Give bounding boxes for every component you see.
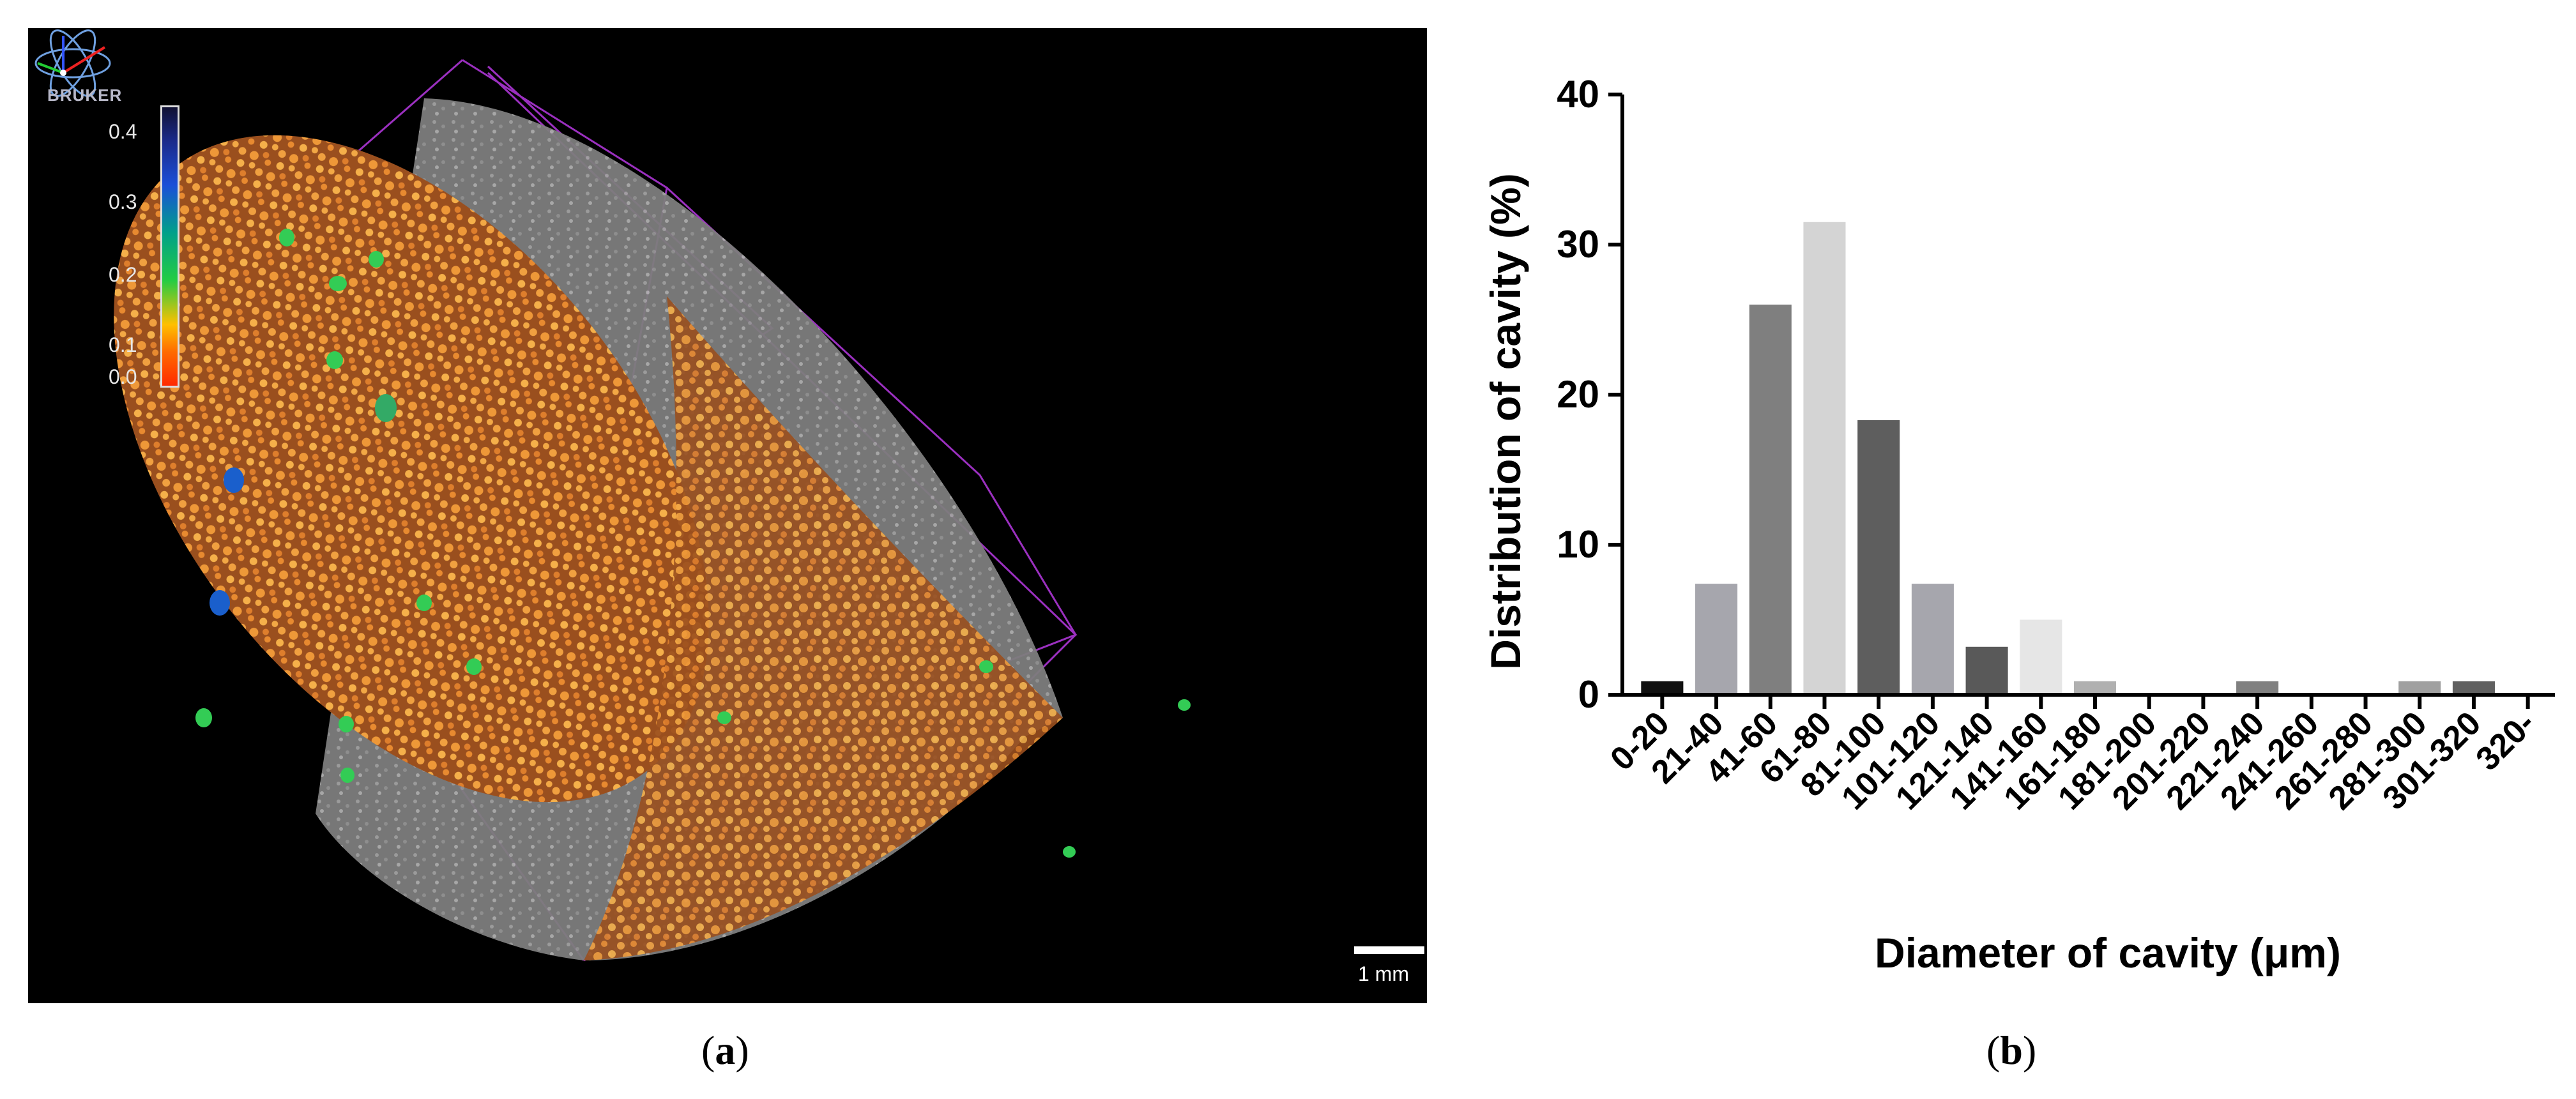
panel-a-caption: (a) bbox=[701, 1027, 749, 1074]
bar-121-140 bbox=[1965, 646, 2008, 695]
bar-21-40 bbox=[1695, 584, 1738, 695]
bruker-logo-text: BRUKER bbox=[47, 86, 123, 105]
orientation-axes-icon bbox=[37, 36, 106, 76]
caption-paren-open: ( bbox=[1986, 1027, 2001, 1073]
bar-61-80 bbox=[1803, 222, 1846, 695]
bar-301-320 bbox=[2452, 681, 2495, 695]
y-axis-label: Distribution of cavity (%) bbox=[1482, 173, 1529, 669]
y-tick-label: 30 bbox=[1557, 223, 1599, 266]
x-tick-label: 320- bbox=[2469, 704, 2543, 778]
bar-221-240 bbox=[2236, 681, 2279, 695]
micro-ct-volume-render bbox=[114, 59, 1191, 962]
scale-bar bbox=[1354, 946, 1424, 954]
bar-81-100 bbox=[1857, 420, 1900, 695]
bruker-logo-graphic bbox=[34, 29, 111, 97]
bar-281-300 bbox=[2398, 681, 2441, 695]
panel-b-caption: (b) bbox=[1986, 1027, 2036, 1074]
x-axis: 0-2021-4041-6061-8081-100101-120121-1401… bbox=[1603, 693, 2555, 817]
caption-paren-close: ) bbox=[2022, 1027, 2037, 1073]
colorbar-tick: 0.0 bbox=[109, 365, 137, 388]
y-axis: 0 10 20 30 40 bbox=[1557, 73, 1624, 716]
y-tick-label: 0 bbox=[1578, 673, 1599, 716]
bar-141-160 bbox=[2020, 619, 2062, 695]
caption-letter: a bbox=[715, 1027, 736, 1073]
colorbar bbox=[160, 105, 179, 388]
y-tick-label: 40 bbox=[1557, 73, 1599, 116]
sample-cut-face bbox=[584, 296, 1063, 960]
caption-paren-close: ) bbox=[735, 1027, 749, 1073]
bar-41-60 bbox=[1749, 305, 1792, 695]
sample-cylinder-face bbox=[114, 135, 709, 803]
cavity-histogram-panel: 0 10 20 30 40 0-20 21-40 41-60 61-80 81-100 101-1… bbox=[1469, 38, 2568, 1047]
colorbar-tick: 0.2 bbox=[109, 263, 137, 286]
caption-paren-open: ( bbox=[701, 1027, 715, 1073]
cavity-histogram-chart: 0 10 20 30 40 0-2021-4041-6061-8081-100101-1… bbox=[1482, 73, 2555, 976]
bars bbox=[1641, 222, 2495, 695]
large-cavities bbox=[195, 229, 1191, 858]
caption-letter: b bbox=[2000, 1027, 2023, 1073]
colorbar-tick: 0.4 bbox=[109, 120, 137, 143]
scale-bar-label: 1 mm bbox=[1358, 962, 1409, 985]
x-axis-label: Diameter of cavity (μm) bbox=[1875, 929, 2341, 976]
bar-0-20 bbox=[1641, 681, 1684, 695]
bar-161-180 bbox=[2073, 681, 2117, 695]
bar-101-120 bbox=[1911, 584, 1954, 695]
y-tick-label: 20 bbox=[1557, 373, 1599, 416]
micro-ct-rendering-panel: BRUKER 0.4 0.3 0.2 0.1 0.0 1 mm bbox=[28, 28, 1427, 1003]
colorbar-tick: 0.1 bbox=[109, 333, 137, 356]
colorbar-tick: 0.3 bbox=[109, 190, 137, 213]
y-tick-label: 10 bbox=[1557, 523, 1599, 566]
